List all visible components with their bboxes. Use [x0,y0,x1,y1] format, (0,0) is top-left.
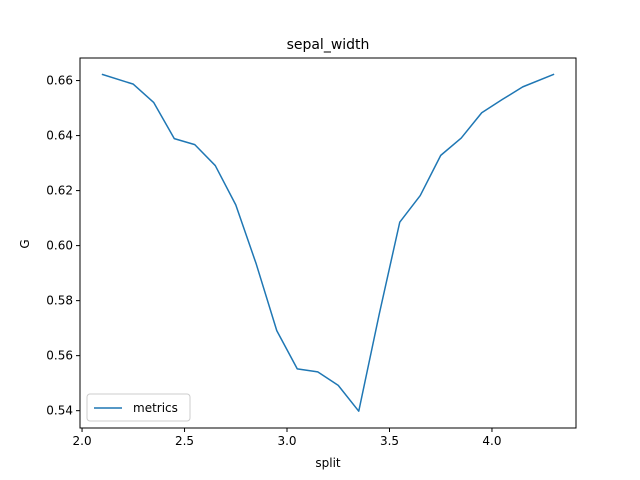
y-tick-label: 0.62 [46,184,73,198]
axes-frame [79,57,577,429]
legend: metrics [86,393,191,422]
x-axis-ticks: 2.0 2.5 3.0 3.5 4.0 [73,428,502,448]
x-axis-label: split [315,456,341,470]
x-tick-label: 2.5 [175,434,194,448]
series-line-metrics [101,73,555,412]
y-axis-label: G [18,239,32,248]
y-tick-label: 0.60 [46,239,73,253]
legend-label-metrics: metrics [133,401,178,415]
x-tick-label: 3.0 [277,434,296,448]
legend-frame [86,393,191,422]
x-tick-label: 2.0 [73,434,92,448]
y-tick-label: 0.54 [46,404,73,418]
plot-area [101,73,555,412]
y-tick-label: 0.66 [46,74,73,88]
x-tick-label: 4.0 [482,434,501,448]
y-tick-label: 0.56 [46,349,73,363]
y-axis-ticks: 0.54 0.56 0.58 0.60 0.62 0.64 0.66 [46,74,80,418]
chart-title: sepal_width [287,37,370,53]
y-tick-label: 0.64 [46,129,73,143]
y-tick-label: 0.58 [46,294,73,308]
x-tick-label: 3.5 [380,434,399,448]
